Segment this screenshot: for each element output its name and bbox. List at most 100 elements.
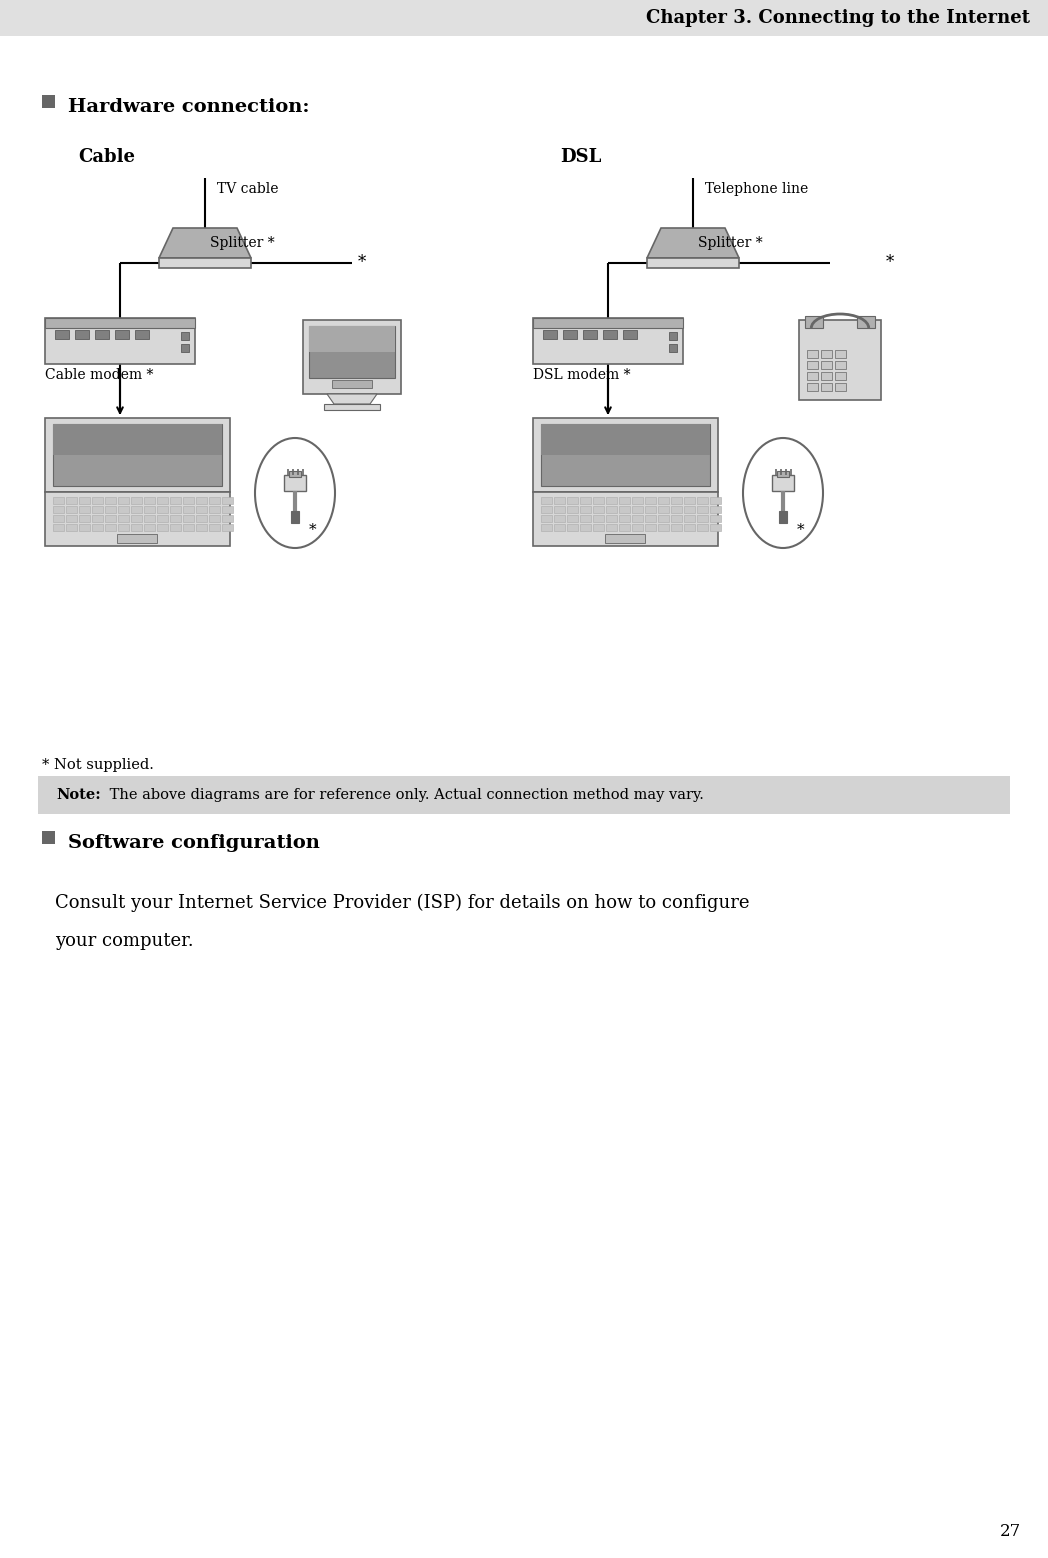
Ellipse shape	[255, 438, 335, 548]
Bar	[183, 506, 194, 513]
Bar	[131, 523, 141, 531]
Bar	[543, 330, 556, 340]
Bar	[567, 506, 578, 513]
Text: The above diagrams are for reference only. Actual connection method may vary.: The above diagrams are for reference onl…	[105, 788, 704, 802]
Ellipse shape	[743, 438, 823, 548]
Bar	[105, 497, 116, 503]
Bar	[807, 361, 818, 369]
Bar	[580, 506, 591, 513]
Bar	[157, 497, 168, 503]
Bar	[684, 523, 695, 531]
Bar	[709, 523, 721, 531]
Bar	[309, 326, 395, 352]
Text: DSL: DSL	[560, 148, 602, 167]
Bar	[115, 330, 129, 340]
Bar	[658, 516, 669, 522]
Bar	[606, 506, 617, 513]
Bar	[332, 380, 372, 388]
Bar	[671, 497, 682, 503]
Bar	[135, 330, 149, 340]
Text: *: *	[796, 523, 805, 538]
Bar	[541, 523, 552, 531]
Bar	[118, 506, 129, 513]
Bar	[183, 497, 194, 503]
Bar	[0, 0, 1048, 36]
Bar	[593, 506, 604, 513]
Bar	[821, 361, 832, 369]
Text: Cable modem *: Cable modem *	[45, 368, 153, 382]
Bar	[632, 506, 643, 513]
Bar	[669, 332, 677, 340]
Bar	[645, 497, 656, 503]
Bar	[835, 361, 846, 369]
Bar	[799, 319, 881, 400]
Bar	[118, 516, 129, 522]
Bar	[105, 506, 116, 513]
Bar	[619, 506, 630, 513]
Bar	[821, 372, 832, 380]
Bar	[209, 506, 220, 513]
Bar	[38, 776, 1010, 813]
Bar	[671, 523, 682, 531]
Bar	[593, 516, 604, 522]
Bar	[92, 506, 103, 513]
Bar	[309, 326, 395, 379]
Bar	[684, 497, 695, 503]
Bar	[181, 344, 189, 352]
Bar	[289, 471, 301, 477]
Bar	[821, 383, 832, 391]
Bar	[157, 506, 168, 513]
Bar	[118, 497, 129, 503]
Bar	[53, 424, 222, 455]
Bar	[807, 383, 818, 391]
Bar	[95, 330, 109, 340]
Bar	[835, 372, 846, 380]
Bar	[92, 497, 103, 503]
Bar	[709, 506, 721, 513]
Bar	[583, 330, 597, 340]
Bar	[684, 516, 695, 522]
Bar	[45, 318, 195, 365]
Bar	[209, 516, 220, 522]
Bar	[619, 523, 630, 531]
Bar	[183, 523, 194, 531]
Bar	[170, 506, 181, 513]
Bar	[79, 497, 90, 503]
Text: Cable: Cable	[78, 148, 135, 167]
Bar	[42, 95, 54, 108]
Bar	[79, 506, 90, 513]
Bar	[593, 523, 604, 531]
Bar	[181, 332, 189, 340]
Bar	[144, 516, 155, 522]
Text: your computer.: your computer.	[54, 932, 194, 950]
Bar	[222, 516, 233, 522]
Bar	[606, 497, 617, 503]
Bar	[157, 516, 168, 522]
Bar	[105, 523, 116, 531]
Bar	[541, 424, 709, 486]
Bar	[144, 497, 155, 503]
Bar	[580, 523, 591, 531]
Bar	[541, 424, 709, 455]
Bar	[117, 534, 157, 544]
Bar	[159, 259, 252, 268]
Text: Note:: Note:	[56, 788, 101, 802]
Text: Software configuration: Software configuration	[68, 834, 320, 852]
Bar	[45, 492, 230, 545]
Bar	[554, 497, 565, 503]
Bar	[45, 318, 195, 329]
Bar	[580, 497, 591, 503]
Bar	[835, 383, 846, 391]
Bar	[222, 497, 233, 503]
Bar	[805, 316, 823, 329]
Bar	[209, 523, 220, 531]
Bar	[835, 351, 846, 358]
Bar	[647, 259, 739, 268]
Bar	[632, 516, 643, 522]
Bar	[645, 516, 656, 522]
Text: * Not supplied.: * Not supplied.	[42, 759, 154, 773]
Bar	[772, 475, 794, 491]
Polygon shape	[327, 394, 377, 404]
Bar	[105, 516, 116, 522]
Bar	[533, 318, 683, 329]
